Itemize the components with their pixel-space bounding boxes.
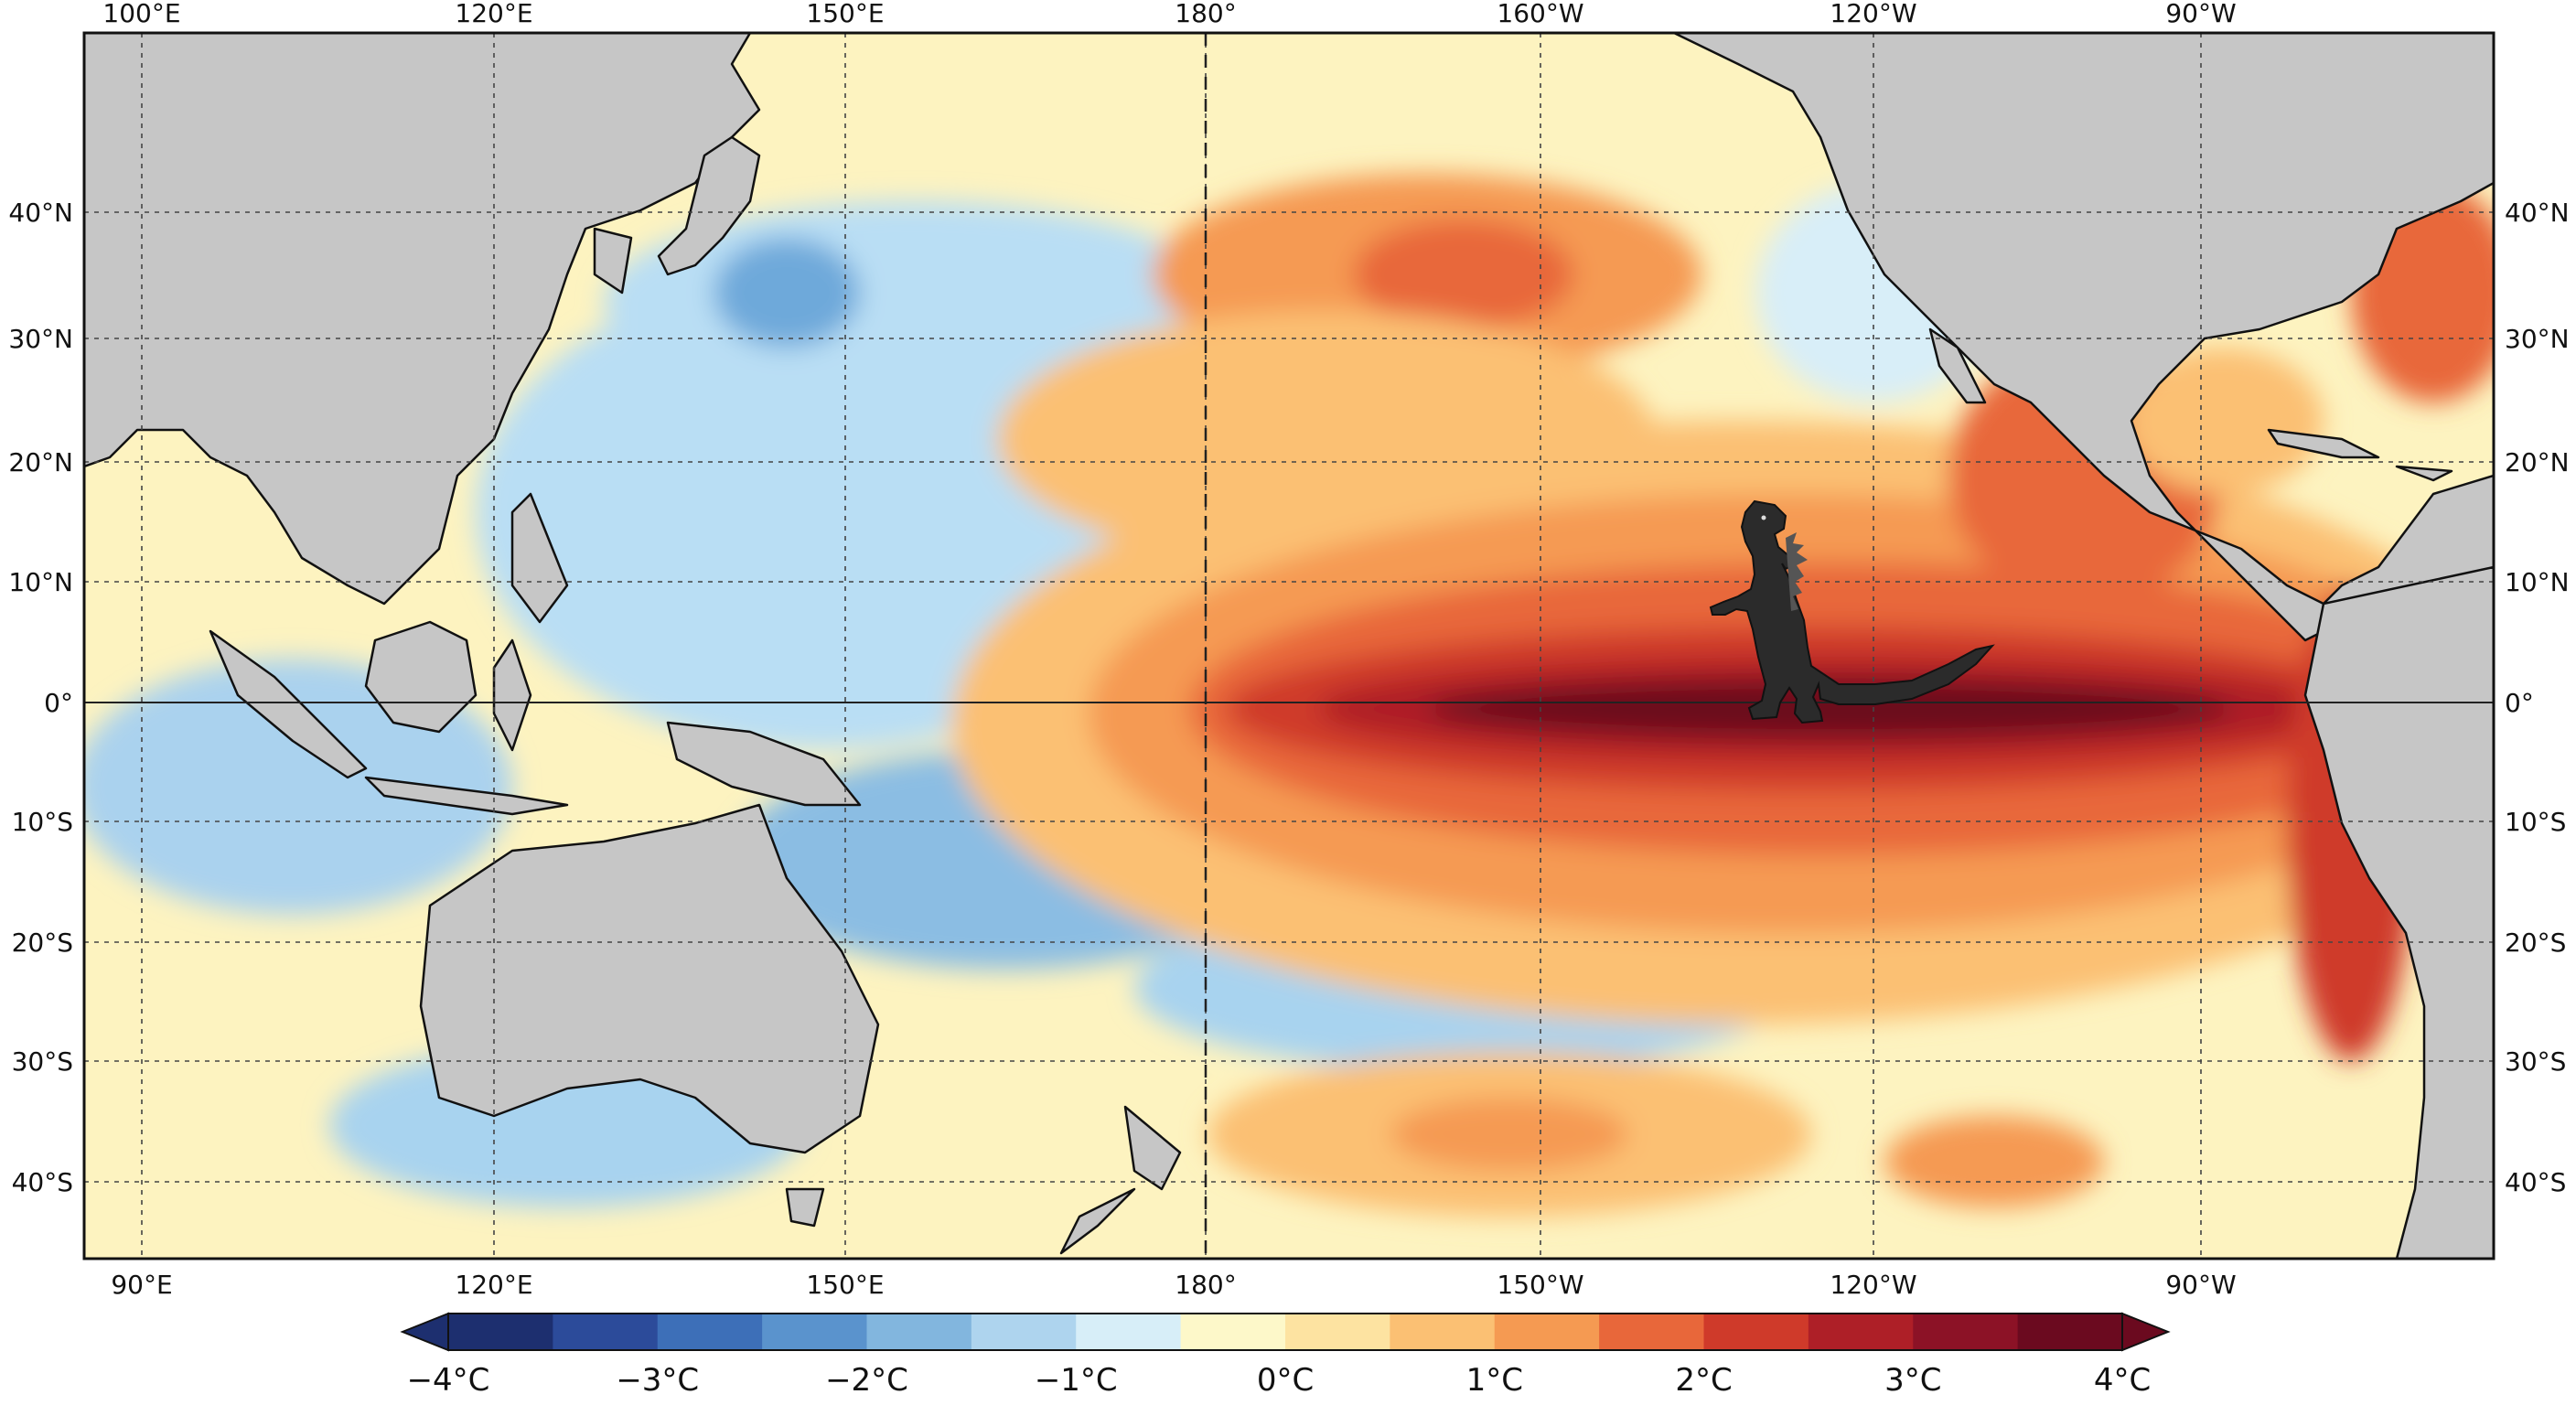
- colorbar-segment: [2017, 1314, 2123, 1350]
- lat-label-left: 10°S: [12, 807, 73, 837]
- colorbar-segment: [657, 1314, 763, 1350]
- bottom-lon-label: 180°: [1175, 1270, 1236, 1300]
- cool-anomaly-region-kuroshio: [714, 238, 860, 348]
- top-lon-label: 160°W: [1497, 0, 1583, 28]
- lat-label-left: 0°: [44, 688, 73, 718]
- landmass-south-america: [2303, 565, 2494, 1259]
- bottom-lon-label: 150°W: [1497, 1270, 1583, 1300]
- map-frame: [82, 31, 2496, 1260]
- lat-label-right: 40°S: [2505, 1167, 2566, 1197]
- top-lon-label: 100°E: [102, 0, 180, 28]
- colorbar-tick-label: −4°C: [407, 1362, 490, 1399]
- top-longitude-labels: 100°E 120°E 150°E 180° 160°W 120°W 90°W: [102, 0, 2236, 28]
- lat-label-left: 40°S: [12, 1167, 73, 1197]
- colorbar-segment: [971, 1314, 1077, 1350]
- colorbar-max-arrow: [2121, 1312, 2171, 1352]
- landmass-baja: [1928, 327, 1987, 404]
- warm-anomaly-core-south-pacific: [1390, 1098, 1628, 1171]
- lat-label-left: 40°N: [8, 198, 73, 228]
- colorbar-segment: [448, 1314, 553, 1350]
- colorbar-tick-label: 0°C: [1257, 1362, 1314, 1399]
- lat-label-left: 30°N: [8, 324, 73, 354]
- top-lon-label: 120°W: [1830, 0, 1916, 28]
- colorbar-tick-label: 4°C: [2094, 1362, 2151, 1399]
- godzilla-figure: [1709, 499, 1995, 724]
- bottom-lon-label: 120°W: [1830, 1270, 1916, 1300]
- lat-label-right: 20°S: [2505, 928, 2566, 958]
- top-lon-label: 120°E: [455, 0, 532, 28]
- colorbar-min-arrow: [400, 1312, 449, 1352]
- colorbar-segment: [1285, 1314, 1390, 1350]
- colorbar-tick-label: 3°C: [1884, 1362, 1941, 1399]
- colorbar-segment: [1494, 1314, 1600, 1350]
- landmass-korea-japan: [593, 135, 761, 295]
- top-lon-label: 180°: [1175, 0, 1236, 28]
- colorbar-segment: [762, 1314, 867, 1350]
- warm-tongue-core: [1427, 680, 2232, 738]
- bottom-lon-label: 120°E: [455, 1270, 532, 1300]
- top-lon-label: 150°E: [806, 0, 884, 28]
- bottom-longitude-labels: 90°E 120°E 150°E 180° 150°W 120°W 90°W: [111, 1270, 2236, 1300]
- top-lon-label: 90°W: [2165, 0, 2236, 28]
- land-masses: [84, 33, 2494, 1259]
- lat-label-left: 10°N: [8, 567, 73, 597]
- map-panel: [84, 33, 2494, 1259]
- warm-anomaly-region-gulf: [2122, 348, 2324, 494]
- warm-anomaly-core-north-pacific: [1354, 220, 1573, 329]
- colorbar-tick-label: −1°C: [1035, 1362, 1118, 1399]
- colorbar-segment: [1180, 1314, 1286, 1350]
- left-latitude-labels: 40°N 30°N 20°N 10°N 0° 10°S 20°S 30°S 40°S: [8, 198, 73, 1197]
- colorbar-segment: [1703, 1314, 1809, 1350]
- colorbar-tick-label: 1°C: [1466, 1362, 1523, 1399]
- lat-label-left: 20°N: [8, 447, 73, 477]
- colorbar-segment: [1076, 1314, 1182, 1350]
- bottom-lon-label: 90°W: [2165, 1270, 2236, 1300]
- colorbar-segment: [1913, 1314, 2019, 1350]
- colorbar-tick-label: 2°C: [1675, 1362, 1732, 1399]
- landmass-australia: [419, 803, 880, 1154]
- colorbar-segment: [1599, 1314, 1704, 1350]
- lat-label-right: 20°N: [2505, 447, 2570, 477]
- lat-label-right: 10°N: [2505, 567, 2570, 597]
- lat-label-right: 0°: [2505, 688, 2534, 718]
- lat-label-left: 20°S: [12, 928, 73, 958]
- colorbar: −4°C −3°C −2°C −1°C 0°C 1°C 2°C 3°C 4°C: [400, 1312, 2171, 1399]
- colorbar-segment: [553, 1314, 659, 1350]
- warm-anomaly-region-south-east: [1884, 1116, 2104, 1207]
- colorbar-segment: [866, 1314, 972, 1350]
- lat-label-right: 30°S: [2505, 1046, 2566, 1077]
- bottom-lon-label: 90°E: [111, 1270, 172, 1300]
- colorbar-segment: [1808, 1314, 1914, 1350]
- landmass-tasmania: [785, 1187, 825, 1228]
- lat-label-right: 30°N: [2505, 324, 2570, 354]
- landmass-sulawesi-phil: [492, 492, 569, 752]
- colorbar-segment: [1390, 1314, 1496, 1350]
- landmass-new-guinea: [666, 721, 862, 807]
- landmass-new-zealand: [1059, 1105, 1182, 1255]
- landmass-cuba-hispaniola: [2267, 428, 2453, 482]
- bottom-lon-label: 150°E: [806, 1270, 884, 1300]
- lat-label-left: 30°S: [12, 1046, 73, 1077]
- landmass-borneo: [364, 620, 478, 734]
- lat-label-right: 10°S: [2505, 807, 2566, 837]
- colorbar-tick-label: −2°C: [825, 1362, 908, 1399]
- colorbar-tick-label: −3°C: [616, 1362, 699, 1399]
- right-latitude-labels: 40°N 30°N 20°N 10°N 0° 10°S 20°S 30°S 40°S: [2505, 198, 2570, 1197]
- lat-label-right: 40°N: [2505, 198, 2570, 228]
- colorbar-outline: [447, 1313, 2123, 1351]
